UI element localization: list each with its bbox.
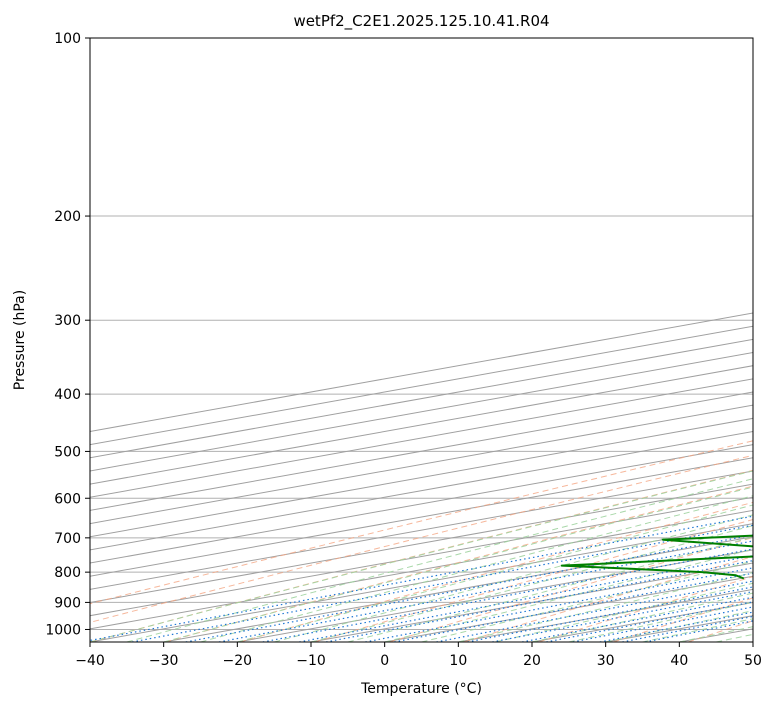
isotherm-line	[90, 325, 753, 446]
x-tick-label: 20	[523, 653, 541, 669]
y-axis-ticks: 100 200 300 400 500 600 700 800 900 1000	[45, 31, 90, 638]
moist-adiabat-line	[347, 536, 753, 642]
x-tick-label: 40	[670, 653, 688, 669]
y-tick-label: 400	[54, 387, 81, 403]
mixing-ratio-line	[522, 596, 753, 642]
y-tick-label: 500	[54, 444, 81, 460]
moist-adiabat-line	[531, 592, 753, 642]
mixing-ratio-line	[467, 586, 753, 642]
isotherm-line	[384, 575, 753, 642]
isotherm-line	[90, 457, 753, 577]
x-tick-label: −20	[223, 653, 253, 669]
y-tick-label: 700	[54, 531, 81, 547]
moist-adiabat-line	[200, 495, 753, 642]
isotherm-line	[752, 641, 753, 642]
isotherm-line	[90, 352, 753, 472]
dry-adiabat-line	[538, 576, 753, 642]
isotherm-line	[90, 430, 753, 551]
moist-adiabat-line	[495, 582, 753, 642]
x-axis-label: Temperature (°C)	[360, 681, 482, 697]
isotherm-line	[90, 312, 753, 432]
chart-title: wetPf2_C2E1.2025.125.10.41.R04	[293, 12, 549, 31]
dry-adiabat-line	[90, 440, 753, 605]
y-tick-label: 100	[54, 31, 81, 47]
mixing-ratio-line	[131, 524, 753, 642]
isotherm-line	[90, 509, 753, 630]
y-tick-label: 900	[54, 595, 81, 611]
x-tick-label: 0	[380, 653, 389, 669]
isotherm-line	[90, 417, 753, 538]
moist-adiabat-line	[716, 633, 753, 642]
isotherm-line	[90, 338, 753, 459]
isotherm-line	[90, 483, 753, 604]
moist-adiabat-line	[163, 486, 753, 642]
x-tick-label: −30	[149, 653, 179, 669]
x-axis-ticks: −40 −30 −20 −10 0 10 20 30 40 50	[75, 642, 762, 669]
dry-adiabat-line	[90, 454, 753, 623]
isotherm-line	[90, 391, 753, 511]
mixing-ratio-line	[645, 620, 753, 642]
mixing-ratio-line	[185, 534, 753, 642]
y-tick-label: 200	[54, 209, 81, 225]
y-tick-label: 800	[54, 565, 81, 581]
isotherm-line	[90, 378, 753, 498]
mixing-ratio-line	[90, 515, 753, 642]
x-tick-label: −10	[296, 653, 326, 669]
isotherm-line	[237, 549, 753, 642]
y-tick-label: 600	[54, 491, 81, 507]
isotherm-line	[90, 470, 753, 590]
background-lines	[90, 38, 775, 642]
plot-frame	[89, 37, 754, 643]
isotherm-line	[90, 444, 753, 564]
x-tick-label: 30	[597, 653, 615, 669]
dry-adiabat-line	[463, 555, 753, 642]
x-tick-label: 50	[744, 653, 762, 669]
isotherm-line	[90, 496, 753, 617]
dry-adiabat-line	[613, 597, 753, 642]
moist-adiabat-line	[126, 478, 753, 642]
moist-adiabat-line	[458, 572, 753, 642]
isotherm-line	[679, 628, 753, 642]
mixing-ratio-line	[546, 601, 753, 642]
dry-adiabat-line	[763, 53, 775, 642]
y-axis-label: Pressure (hPa)	[12, 290, 28, 390]
x-tick-label: −40	[75, 653, 105, 669]
dry-adiabat-line	[314, 519, 753, 642]
mixing-ratio-line	[492, 590, 753, 642]
isotherm-line	[310, 562, 753, 642]
profile-lines	[560, 534, 753, 580]
moist-adiabat-line	[752, 641, 753, 642]
moist-adiabat-line	[274, 514, 753, 642]
x-tick-label: 10	[449, 653, 467, 669]
y-tick-label: 300	[54, 313, 81, 329]
dry-adiabat-line	[90, 469, 753, 642]
dewpoint-line	[560, 534, 753, 580]
moist-adiabat-line	[90, 470, 753, 642]
isotherm-line	[90, 404, 753, 525]
isotherm-line	[163, 536, 753, 642]
isotherm-line	[90, 365, 753, 485]
dry-adiabat-line	[239, 501, 753, 642]
y-tick-label: 1000	[45, 622, 81, 638]
